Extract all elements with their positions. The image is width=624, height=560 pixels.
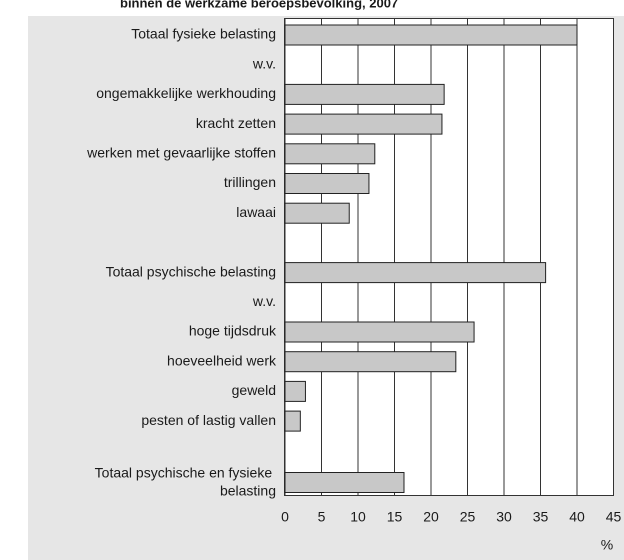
y-tick-label: geweld — [232, 382, 276, 398]
x-tick-label: 35 — [533, 509, 549, 525]
y-tick-label: werken met gevaarlijke stoffen — [86, 145, 276, 161]
bar — [284, 173, 370, 194]
x-tick-label: 5 — [318, 509, 326, 525]
y-tick-label: w.v. — [252, 55, 276, 71]
bar — [284, 380, 306, 402]
y-tick-label: w.v. — [252, 293, 276, 309]
bar — [284, 113, 443, 135]
y-tick-label: lawaai — [236, 204, 276, 220]
y-tick-label: pesten of lastig vallen — [141, 412, 276, 428]
y-tick-label: ongemakkelijke werkhouding — [96, 85, 276, 101]
bar — [284, 321, 475, 343]
bar — [284, 143, 376, 165]
y-tick-label: kracht zetten — [196, 115, 276, 131]
x-tick-label: 45 — [606, 509, 622, 525]
bar — [284, 83, 445, 105]
x-axis-label: % — [601, 537, 613, 553]
bar — [284, 202, 350, 224]
x-tick-label: 40 — [569, 509, 585, 525]
y-tick-label: trillingen — [224, 174, 276, 190]
bar — [284, 24, 578, 46]
bar — [284, 351, 457, 373]
x-tick-label: 25 — [460, 509, 476, 525]
chart-title: binnen de werkzame beroepsbevolking, 200… — [120, 0, 398, 10]
y-tick-label: Totaal fysieke belasting — [131, 26, 276, 42]
bar — [284, 262, 547, 284]
bar — [284, 410, 301, 432]
y-tick-label: hoeveelheid werk — [167, 352, 277, 368]
y-tick-label: Totaal psychische belasting — [106, 263, 276, 279]
x-tick-label: 0 — [281, 509, 289, 525]
x-tick-label: 30 — [496, 509, 512, 525]
y-tick-label: Totaal psychische en fysieke belasting — [95, 464, 276, 498]
x-tick-label: 20 — [423, 509, 439, 525]
y-tick-label: hoge tijdsdruk — [189, 323, 277, 339]
x-tick-label: 15 — [387, 509, 403, 525]
x-tick-label: 10 — [350, 509, 366, 525]
bar — [284, 472, 405, 493]
